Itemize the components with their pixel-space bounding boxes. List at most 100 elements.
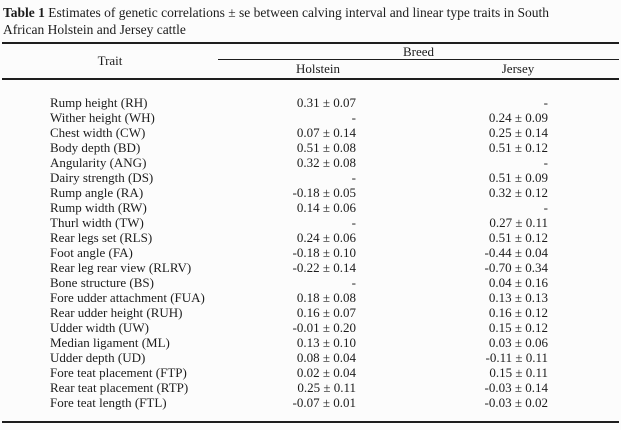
trait-column-header: Trait [97,53,123,68]
table-row: Wither height (WH) - 0.24 ± 0.09 [2,110,619,125]
holstein-value-cell: - [351,110,356,125]
table-row: Angularity (ANG) 0.32 ± 0.08 - [2,155,619,170]
holstein-value-cell: - [351,275,356,290]
trait-cell: Rear legs set (RLS) [50,230,153,245]
table-row: Chest width (CW) 0.07 ± 0.14 0.25 ± 0.14 [2,125,619,140]
table-row: Body depth (BD) 0.51 ± 0.08 0.51 ± 0.12 [2,140,619,155]
trait-cell: Foot angle (FA) [50,245,133,260]
trait-cell: Median ligament (ML) [50,335,170,350]
holstein-column-header: Holstein [295,61,341,76]
jersey-value-cell: 0.24 ± 0.09 [488,110,548,125]
table-row: Rump angle (RA) -0.18 ± 0.05 0.32 ± 0.12 [2,185,619,200]
trait-cell: Fore teat placement (FTP) [50,365,187,380]
trait-cell: Rear leg rear view (RLRV) [50,260,192,275]
table-row: Fore udder attachment (FUA) 0.18 ± 0.08 … [2,290,619,305]
jersey-value-cell: - [543,155,548,170]
table-row: Udder width (UW) -0.01 ± 0.20 0.15 ± 0.1… [2,320,619,335]
table-header: Trait Breed Holstein Jersey [2,44,619,78]
holstein-value-cell: 0.13 ± 0.10 [296,335,356,350]
trait-cell: Dairy strength (DS) [50,170,154,185]
holstein-value-cell: -0.22 ± 0.14 [292,260,356,275]
holstein-value-cell: -0.01 ± 0.20 [292,320,356,335]
holstein-value-cell: 0.25 ± 0.11 [297,380,356,395]
table-row: Rear udder height (RUH) 0.16 ± 0.07 0.16… [2,305,619,320]
table-number: Table 1 [3,5,45,20]
table-row: Rump height (RH) 0.31 ± 0.07 - [2,95,619,110]
caption-line2: African Holstein and Jersey cattle [3,22,186,37]
jersey-value-cell: -0.44 ± 0.04 [484,245,548,260]
table-row: Fore teat placement (FTP) 0.02 ± 0.04 0.… [2,365,619,380]
jersey-value-cell: - [543,95,548,110]
breed-group-header: Breed [218,44,619,60]
trait-cell: Udder width (UW) [50,320,149,335]
jersey-value-cell: -0.03 ± 0.02 [484,395,548,410]
jersey-value-cell: 0.32 ± 0.12 [488,185,548,200]
table-row: Fore teat length (FTL) -0.07 ± 0.01 -0.0… [2,395,619,410]
holstein-value-cell: -0.18 ± 0.10 [292,245,356,260]
trait-cell: Angularity (ANG) [50,155,147,170]
jersey-value-cell: 0.16 ± 0.12 [488,305,548,320]
trait-cell: Rump angle (RA) [50,185,144,200]
jersey-value-cell: -0.11 ± 0.11 [485,350,549,365]
holstein-value-cell: - [351,170,356,185]
table-top-rule [2,42,619,44]
holstein-value-cell: 0.16 ± 0.07 [296,305,356,320]
trait-cell: Fore teat length (FTL) [50,395,167,410]
trait-cell: Body depth (BD) [50,140,141,155]
header-bottom-rule [2,78,619,80]
table-row: Median ligament (ML) 0.13 ± 0.10 0.03 ± … [2,335,619,350]
table-row: Thurl width (TW) - 0.27 ± 0.11 [2,215,619,230]
jersey-value-cell: 0.51 ± 0.12 [488,140,548,155]
genetic-correlations-table: Trait Breed Holstein Jersey Rump height … [2,42,619,423]
jersey-value-cell: -0.70 ± 0.34 [484,260,548,275]
holstein-value-cell: 0.07 ± 0.14 [296,125,356,140]
holstein-value-cell: 0.51 ± 0.08 [296,140,356,155]
jersey-column-header: Jersey [501,61,535,76]
jersey-value-cell: 0.27 ± 0.11 [489,215,548,230]
holstein-value-cell: 0.32 ± 0.08 [296,155,356,170]
caption-line1: Estimates of genetic correlations ± se b… [48,5,550,20]
trait-cell: Rump height (RH) [50,95,148,110]
table-row: Bone structure (BS) - 0.04 ± 0.16 [2,275,619,290]
table-caption: Table 1 Estimates of genetic correlation… [3,4,618,38]
table-row: Udder depth (UD) 0.08 ± 0.04 -0.11 ± 0.1… [2,350,619,365]
holstein-value-cell: 0.02 ± 0.04 [296,365,356,380]
jersey-value-cell: 0.13 ± 0.13 [488,290,548,305]
trait-cell: Wither height (WH) [50,110,155,125]
breed-header-group: Breed Holstein Jersey [218,44,619,78]
table-body: Rump height (RH) 0.31 ± 0.07 - Wither he… [2,80,619,410]
trait-cell: Chest width (CW) [50,125,146,140]
jersey-value-cell: 0.51 ± 0.12 [488,230,548,245]
trait-cell: Thurl width (TW) [50,215,144,230]
table-row: Foot angle (FA) -0.18 ± 0.10 -0.44 ± 0.0… [2,245,619,260]
table-row: Rear leg rear view (RLRV) -0.22 ± 0.14 -… [2,260,619,275]
jersey-value-cell: 0.15 ± 0.11 [489,365,548,380]
holstein-value-cell: -0.18 ± 0.05 [292,185,356,200]
jersey-value-cell: -0.03 ± 0.14 [484,380,548,395]
holstein-value-cell: 0.18 ± 0.08 [296,290,356,305]
jersey-value-cell: 0.03 ± 0.06 [488,335,548,350]
table-row: Rear legs set (RLS) 0.24 ± 0.06 0.51 ± 0… [2,230,619,245]
holstein-value-cell: 0.31 ± 0.07 [296,95,356,110]
jersey-value-cell: - [543,200,548,215]
trait-cell: Fore udder attachment (FUA) [50,290,205,305]
jersey-value-cell: 0.04 ± 0.16 [488,275,548,290]
holstein-value-cell: 0.14 ± 0.06 [296,200,356,215]
holstein-value-cell: 0.24 ± 0.06 [296,230,356,245]
trait-cell: Bone structure (BS) [50,275,154,290]
table-row: Rear teat placement (RTP) 0.25 ± 0.11 -0… [2,380,619,395]
jersey-value-cell: 0.51 ± 0.09 [488,170,548,185]
breed-subcolumns: Holstein Jersey [218,60,619,78]
trait-cell: Rear teat placement (RTP) [50,380,189,395]
holstein-value-cell: - [351,215,356,230]
trait-cell: Rear udder height (RUH) [50,305,183,320]
table-row: Dairy strength (DS) - 0.51 ± 0.09 [2,170,619,185]
trait-cell: Rump width (RW) [50,200,147,215]
jersey-value-cell: 0.25 ± 0.14 [488,125,548,140]
holstein-value-cell: 0.08 ± 0.04 [296,350,356,365]
jersey-value-cell: 0.15 ± 0.12 [488,320,548,335]
trait-cell: Udder depth (UD) [50,350,146,365]
table-row: Rump width (RW) 0.14 ± 0.06 - [2,200,619,215]
table-bottom-rule [2,421,619,423]
